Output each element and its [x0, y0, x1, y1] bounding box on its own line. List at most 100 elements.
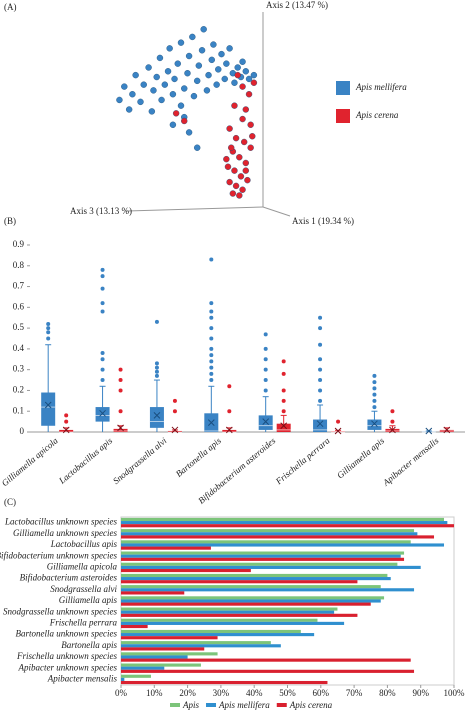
bar	[121, 524, 454, 528]
bar	[121, 636, 218, 640]
bar	[121, 680, 328, 685]
x-tick-label: 50%	[279, 688, 296, 698]
outlier	[318, 326, 323, 331]
box	[331, 431, 346, 432]
point	[218, 50, 225, 58]
point	[234, 64, 241, 71]
point	[208, 56, 215, 64]
outlier	[281, 371, 286, 376]
outlier	[390, 419, 395, 424]
legend-label: Apis	[182, 700, 199, 710]
y-tick-label: Gilliamella apicola	[47, 561, 118, 571]
x-tick-label: 100%	[444, 688, 466, 698]
outlier	[281, 409, 286, 414]
outlier	[100, 301, 105, 306]
legend-label: Apis cerena	[355, 110, 399, 120]
point	[132, 71, 139, 79]
point	[237, 173, 245, 180]
y-tick-label: 0.7	[13, 281, 25, 291]
outlier	[118, 388, 123, 393]
legend-swatch	[206, 703, 217, 707]
bar	[121, 613, 358, 617]
point	[239, 186, 246, 193]
point	[239, 83, 246, 90]
point	[203, 87, 211, 94]
outlier	[263, 367, 268, 372]
bar	[121, 591, 185, 595]
point	[245, 75, 253, 83]
point	[247, 144, 254, 151]
outlier	[209, 371, 214, 376]
point	[158, 96, 165, 104]
bar	[121, 674, 151, 678]
axis-line	[124, 206, 264, 212]
point	[116, 96, 123, 104]
point	[177, 39, 185, 46]
box	[41, 392, 56, 426]
axis-label: Axis 3 (13.13 %)	[70, 206, 132, 216]
point	[236, 154, 243, 161]
bar	[121, 647, 205, 651]
outlier	[318, 315, 323, 320]
mean-marker	[117, 424, 124, 432]
outlier	[100, 267, 105, 272]
point	[121, 83, 128, 90]
box	[276, 423, 291, 432]
point	[169, 121, 177, 128]
outlier	[372, 392, 377, 397]
point	[215, 66, 222, 73]
point	[240, 138, 248, 146]
point	[171, 75, 178, 83]
y-tick-label: Apibacter mensalis	[47, 673, 118, 683]
outlier	[100, 274, 105, 279]
legend-swatch	[336, 109, 350, 123]
y-tick-label: 0.4	[13, 343, 25, 353]
axis-label: Axis 1 (19.34 %)	[292, 216, 354, 226]
outlier	[118, 409, 123, 414]
bar	[121, 535, 435, 539]
point	[161, 81, 169, 88]
bar	[121, 521, 448, 525]
bar	[121, 532, 418, 536]
bar	[121, 666, 165, 670]
bar	[121, 517, 445, 522]
outlier	[318, 388, 323, 393]
point	[242, 167, 250, 174]
bar	[121, 565, 421, 569]
bar	[121, 655, 188, 659]
outlier	[263, 388, 268, 393]
outlier	[209, 309, 214, 314]
point	[232, 134, 240, 142]
bar	[121, 546, 211, 550]
point	[239, 115, 246, 123]
mean-marker	[316, 420, 324, 428]
x-tick-label: 20%	[179, 688, 196, 698]
bar	[121, 663, 201, 667]
x-tick-label: 60%	[313, 688, 330, 698]
box	[149, 407, 164, 428]
x-tick-label: 40%	[246, 688, 263, 698]
outlier	[318, 342, 323, 347]
box	[113, 428, 128, 432]
point	[185, 129, 193, 136]
outlier	[318, 398, 323, 403]
y-tick-label: Apibacter unknown species	[18, 662, 118, 672]
point	[195, 62, 203, 69]
mean-marker	[62, 426, 70, 434]
x-tick-label: Bartonella apis	[174, 435, 224, 479]
x-tick-label: 30%	[213, 688, 230, 698]
point	[226, 178, 233, 186]
mean-marker	[99, 409, 106, 417]
outlier	[209, 315, 214, 320]
mean-marker	[334, 427, 342, 435]
point	[169, 91, 177, 98]
outlier	[100, 286, 105, 291]
point	[166, 45, 173, 52]
outlier	[209, 359, 214, 364]
bar	[121, 644, 281, 648]
point	[231, 79, 238, 86]
bar	[121, 607, 338, 611]
bar	[121, 585, 381, 589]
mean-marker	[443, 426, 451, 434]
outlier	[46, 326, 51, 331]
